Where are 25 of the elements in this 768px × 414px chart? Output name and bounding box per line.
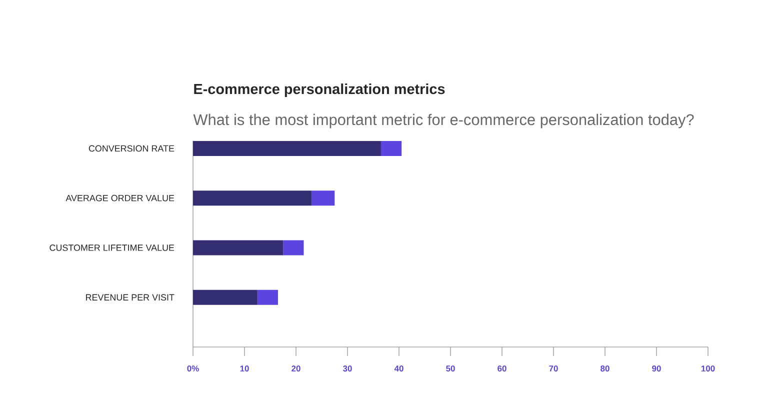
y-tick-label: CONVERSION RATE [88,145,174,152]
x-tick-label: 20 [292,366,300,372]
y-tick-label: AVERAGE ORDER VALUE [66,194,174,202]
bar [380,141,402,156]
bar [193,290,258,305]
y-tick-label: REVENUE PER VISIT [86,294,174,301]
x-tick-label: 100 [701,366,715,372]
x-tick-label: 10 [240,366,249,372]
bar [311,190,335,206]
x-tick-label: 60 [498,366,506,372]
bar [193,240,284,256]
y-tick-label: CUSTOMER LIFETIME VALUE [50,244,174,251]
x-tick-label: 70 [549,366,558,372]
bar [283,240,304,256]
bar [257,290,278,305]
x-tick-label: 30 [342,366,352,372]
x-tick-label: 40 [394,366,404,372]
x-tick-label: 80 [600,366,610,372]
bar [193,141,381,156]
x-tick-label: 50 [446,366,455,372]
chart-title: E-commerce personalization metrics [194,84,445,97]
bar [193,190,312,206]
chart-subtitle: What is the most important metric for e-commerce personalization today? [193,114,694,128]
x-tick-label: 0% [187,366,199,372]
x-tick-label: 90 [652,366,661,372]
